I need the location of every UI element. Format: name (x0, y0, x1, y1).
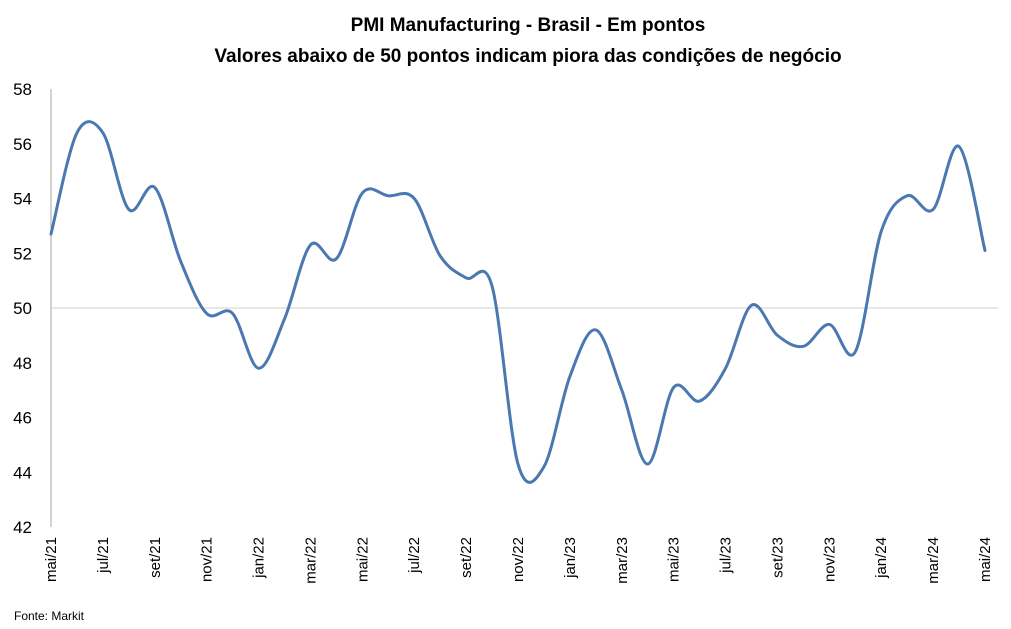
x-tick-label: mai/22 (354, 537, 371, 582)
y-tick-label: 44 (13, 463, 32, 482)
source-note: Fonte: Markit (14, 609, 85, 623)
x-tick-label: mai/21 (43, 537, 60, 582)
x-tick-label: jan/24 (873, 537, 890, 579)
x-tick-label: set/21 (147, 537, 164, 578)
x-tick-label: jul/23 (718, 537, 735, 574)
y-tick-label: 48 (13, 354, 32, 373)
y-tick-label: 46 (13, 409, 32, 428)
x-tick-label: mai/24 (977, 537, 994, 582)
x-tick-label: mar/22 (302, 537, 319, 584)
y-tick-label: 42 (13, 518, 32, 537)
x-tick-label: jul/21 (95, 537, 112, 574)
x-tick-label: set/23 (769, 537, 786, 578)
x-tick-label: mar/24 (925, 537, 942, 584)
x-tick-label: set/22 (458, 537, 475, 578)
y-tick-label: 54 (13, 190, 32, 209)
y-tick-label: 56 (13, 135, 32, 154)
x-tick-label: jan/22 (251, 537, 268, 579)
x-tick-label: nov/23 (821, 537, 838, 582)
chart-title: PMI Manufacturing - Brasil - Em pontos (351, 15, 706, 36)
y-axis-ticks: 42 44 46 48 50 52 54 56 58 (13, 80, 32, 537)
x-axis-ticks: mai/21 jul/21 set/21 nov/21 jan/22 mar/22 mai/… (43, 537, 994, 584)
series-line (49, 120, 987, 484)
x-tick-label: mai/23 (666, 537, 683, 582)
y-tick-label: 58 (13, 80, 32, 99)
x-tick-label: nov/22 (510, 537, 527, 582)
y-tick-label: 52 (13, 244, 32, 263)
y-tick-label: 50 (13, 299, 32, 318)
x-tick-label: jan/23 (562, 537, 579, 579)
x-tick-label: mar/23 (614, 537, 631, 584)
x-tick-label: nov/21 (199, 537, 216, 582)
x-tick-label: jul/22 (406, 537, 423, 574)
chart-subtitle: Valores abaixo de 50 pontos indicam pior… (214, 46, 841, 67)
